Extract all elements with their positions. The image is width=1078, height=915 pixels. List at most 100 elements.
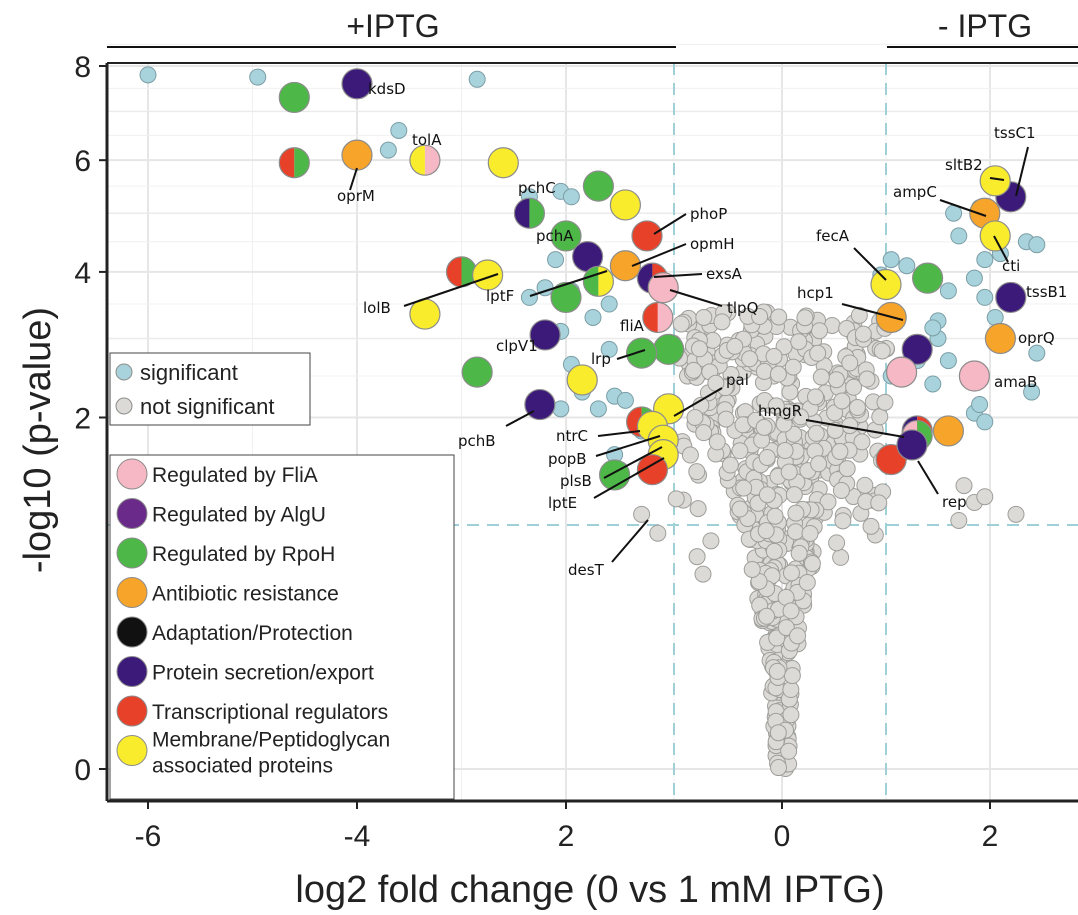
gene-point-kdsD	[341, 68, 373, 100]
not-significant-point	[690, 340, 708, 358]
not-significant-point	[809, 344, 827, 362]
category-point	[550, 220, 582, 252]
significant-point	[950, 227, 968, 245]
gene-point-lptF-outline	[582, 265, 615, 297]
significant-point	[562, 188, 580, 206]
gene-label-amaB: amaB	[994, 373, 1037, 391]
significant-point	[1023, 383, 1041, 401]
gene-point-opmH	[609, 250, 642, 282]
significant-point	[924, 375, 942, 393]
not-significant-point	[721, 456, 739, 474]
leader-line-ampC	[939, 199, 987, 217]
not-significant-point	[649, 524, 667, 542]
category-point	[885, 356, 918, 388]
gene-label-opmH: opmH	[690, 235, 735, 253]
leader-line-oprM	[349, 167, 358, 191]
not-significant-point	[803, 555, 821, 573]
legend-label-adapt: Adaptation/Protection	[152, 622, 353, 645]
not-significant-point	[686, 408, 704, 426]
not-significant-point	[767, 397, 785, 415]
not-significant-point	[798, 573, 816, 591]
leader-line-fecA	[853, 247, 887, 281]
not-significant-point	[832, 481, 850, 499]
not-significant-point	[858, 370, 876, 388]
category-legend-box	[109, 454, 455, 800]
not-significant-point	[769, 724, 787, 742]
significant-point	[249, 68, 267, 86]
not-significant-point	[870, 494, 888, 512]
legend-swatch-tr	[116, 695, 148, 727]
not-significant-point	[790, 333, 808, 351]
not-significant-point	[685, 361, 703, 379]
significant-point	[971, 396, 989, 414]
gene-point-rep	[896, 429, 928, 461]
gene-point-fliA-outline	[642, 301, 674, 334]
legend-swatch-algu	[116, 498, 148, 529]
gene-label-lolB: lolB	[363, 299, 391, 317]
not-significant-point	[688, 463, 706, 481]
category-legend: Regulated by FliA Regulated by AlgU Regula…	[109, 454, 455, 800]
gene-point-amaB	[958, 360, 991, 392]
category-point-left-half	[279, 147, 295, 178]
y-tick-label: 8	[74, 51, 91, 84]
gene-label-fliA: fliA	[620, 317, 645, 335]
category-point	[932, 415, 965, 447]
not-significant-point	[695, 424, 713, 442]
legend-label-rpoh: Regulated by RpoH	[152, 543, 335, 566]
not-significant-point	[755, 418, 773, 436]
gene-point-pchC-left-half	[514, 198, 530, 229]
gene-label-tlpQ: tlpQ	[727, 299, 758, 317]
gene-point-clpV1	[529, 319, 561, 351]
not-significant-point	[841, 417, 859, 435]
significant-point	[939, 352, 957, 370]
not-significant-point	[689, 500, 707, 518]
legend-label-flia: Regulated by FliA	[152, 464, 318, 487]
gene-point-fliA-left-half	[642, 302, 658, 333]
significant-point	[584, 308, 602, 326]
legend-label: significant	[140, 360, 238, 385]
gene-label-lrp: lrp	[591, 350, 611, 368]
legend-swatch-anti	[116, 577, 148, 608]
not-significant-point	[766, 507, 784, 525]
significant-point	[924, 319, 942, 337]
gene-label-oprM: oprM	[337, 187, 375, 205]
y-tick-label: 2	[74, 403, 91, 436]
not-significant-point	[873, 342, 891, 360]
category-point	[278, 81, 310, 114]
legend-swatch	[115, 397, 133, 415]
not-significant-point	[633, 505, 651, 523]
category-point	[409, 298, 441, 330]
not-significant-point	[801, 524, 819, 542]
iptg-brackets: +IPTG - IPTG	[107, 8, 1078, 48]
not-significant-point	[780, 463, 798, 481]
not-significant-point	[672, 315, 690, 333]
not-significant-point	[976, 488, 994, 506]
not-significant-point	[735, 479, 753, 497]
y-axis-title: -log10 (p-value)	[17, 307, 59, 573]
not-significant-point	[1007, 505, 1025, 523]
legend-label-sec: Protein secretion/export	[152, 662, 374, 685]
gene-point-lptF-left-half	[583, 266, 599, 297]
not-significant-point	[785, 486, 803, 504]
leader-line-rep	[917, 460, 939, 495]
gene-point-desT	[636, 454, 669, 486]
not-significant-point	[717, 410, 735, 428]
not-significant-point	[751, 308, 769, 326]
not-significant-point	[726, 337, 744, 355]
significant-point	[468, 70, 486, 88]
category-point	[911, 262, 944, 294]
category-points	[278, 68, 1027, 491]
gene-label-hmgR: hmgR	[758, 402, 802, 420]
not-significant-point	[695, 308, 713, 326]
not-significant-point	[681, 446, 699, 464]
x-tick-label: 0	[774, 820, 791, 853]
gene-label-tssB1: tssB1	[1026, 283, 1067, 301]
not-significant-point	[769, 365, 787, 383]
not-significant-point	[845, 378, 863, 396]
not-significant-point	[781, 383, 799, 401]
gene-point-tolA-left-half	[409, 145, 425, 176]
category-point	[582, 170, 615, 202]
significant-point	[965, 269, 983, 287]
gene-point-pchC	[513, 197, 546, 229]
x-tick-label: -4	[344, 820, 371, 853]
